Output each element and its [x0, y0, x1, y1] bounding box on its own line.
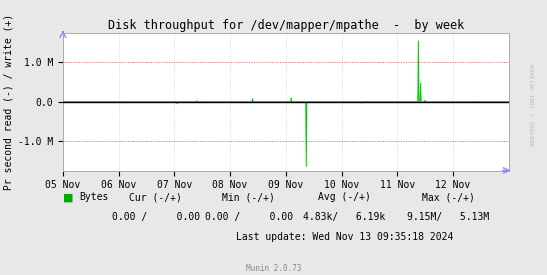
- Text: Max (-/+): Max (-/+): [422, 192, 475, 202]
- Text: Avg (-/+): Avg (-/+): [318, 192, 371, 202]
- Text: Min (-/+): Min (-/+): [223, 192, 275, 202]
- Text: 0.00 /     0.00: 0.00 / 0.00: [205, 212, 293, 222]
- Text: ■: ■: [63, 192, 73, 202]
- Text: Munin 2.0.73: Munin 2.0.73: [246, 264, 301, 273]
- Text: 9.15M/   5.13M: 9.15M/ 5.13M: [408, 212, 490, 222]
- Text: Last update: Wed Nov 13 09:35:18 2024: Last update: Wed Nov 13 09:35:18 2024: [236, 232, 453, 242]
- Text: 0.00 /     0.00: 0.00 / 0.00: [112, 212, 200, 222]
- Text: RRDTOOL / TOBI OETIKER: RRDTOOL / TOBI OETIKER: [531, 63, 536, 146]
- Text: 4.83k/   6.19k: 4.83k/ 6.19k: [304, 212, 386, 222]
- Text: Bytes: Bytes: [79, 192, 109, 202]
- Text: Cur (-/+): Cur (-/+): [130, 192, 182, 202]
- Y-axis label: Pr second read (-) / write (+): Pr second read (-) / write (+): [4, 14, 14, 190]
- Title: Disk throughput for /dev/mapper/mpathe  -  by week: Disk throughput for /dev/mapper/mpathe -…: [108, 19, 464, 32]
